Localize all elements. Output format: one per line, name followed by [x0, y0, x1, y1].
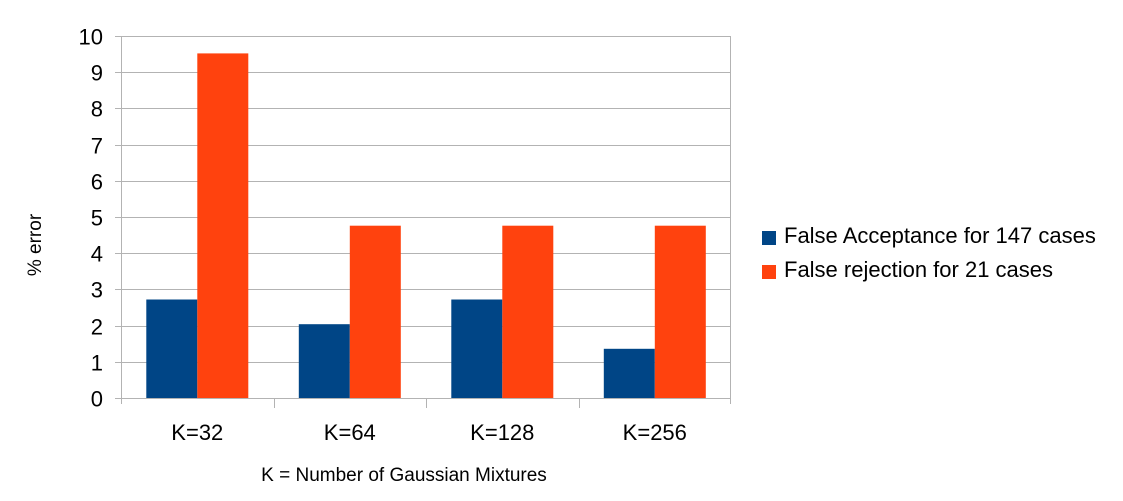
axes — [115, 36, 731, 408]
legend-item-0: False Acceptance for 147 cases — [762, 222, 1112, 250]
x-axis-title: K = Number of Gaussian Mixtures — [261, 465, 547, 486]
y-tick-label-0: 0 — [91, 387, 103, 412]
x-tick-label-2: K=128 — [470, 420, 534, 445]
y-tick-label-4: 4 — [91, 242, 103, 267]
legend-label-0: False Acceptance for 147 cases — [784, 223, 1096, 248]
y-tick-label-2: 2 — [91, 315, 103, 340]
legend-swatch-1 — [762, 265, 776, 279]
x-tick-label-3: K=256 — [623, 420, 687, 445]
y-tick-label-3: 3 — [91, 278, 103, 303]
legend-swatch-0 — [762, 231, 776, 245]
y-tick-label-5: 5 — [91, 206, 103, 231]
x-tick-label-1: K=64 — [324, 420, 376, 445]
tick-labels: 0 1 2 3 4 5 6 7 8 9 10 K=32 K=64 K=128 K=256 — [79, 25, 687, 446]
bar-series1-k128 — [502, 225, 554, 398]
bar-series1-k256 — [654, 225, 706, 398]
y-tick-label-1: 1 — [91, 351, 103, 376]
legend-label-1: False rejection for 21 cases — [784, 257, 1054, 282]
y-tick-label-10: 10 — [79, 25, 103, 50]
bar-series0-k128 — [451, 299, 503, 398]
y-tick-label-6: 6 — [91, 170, 103, 195]
bars — [146, 53, 706, 399]
bar-series0-k64 — [298, 324, 350, 398]
y-tick-label-7: 7 — [91, 134, 103, 159]
y-tick-label-8: 8 — [91, 97, 103, 122]
y-axis-title: % error — [25, 213, 46, 276]
legend-item-1: False rejection for 21 cases — [762, 256, 1112, 284]
bar-series1-k32 — [197, 53, 249, 399]
legend: False Acceptance for 147 cases False reje… — [762, 222, 1112, 290]
bar-series1-k64 — [349, 225, 401, 398]
bar-series0-k256 — [603, 348, 655, 398]
y-tick-label-9: 9 — [91, 61, 103, 86]
bar-series0-k32 — [146, 299, 198, 398]
x-tick-label-0: K=32 — [171, 420, 223, 445]
